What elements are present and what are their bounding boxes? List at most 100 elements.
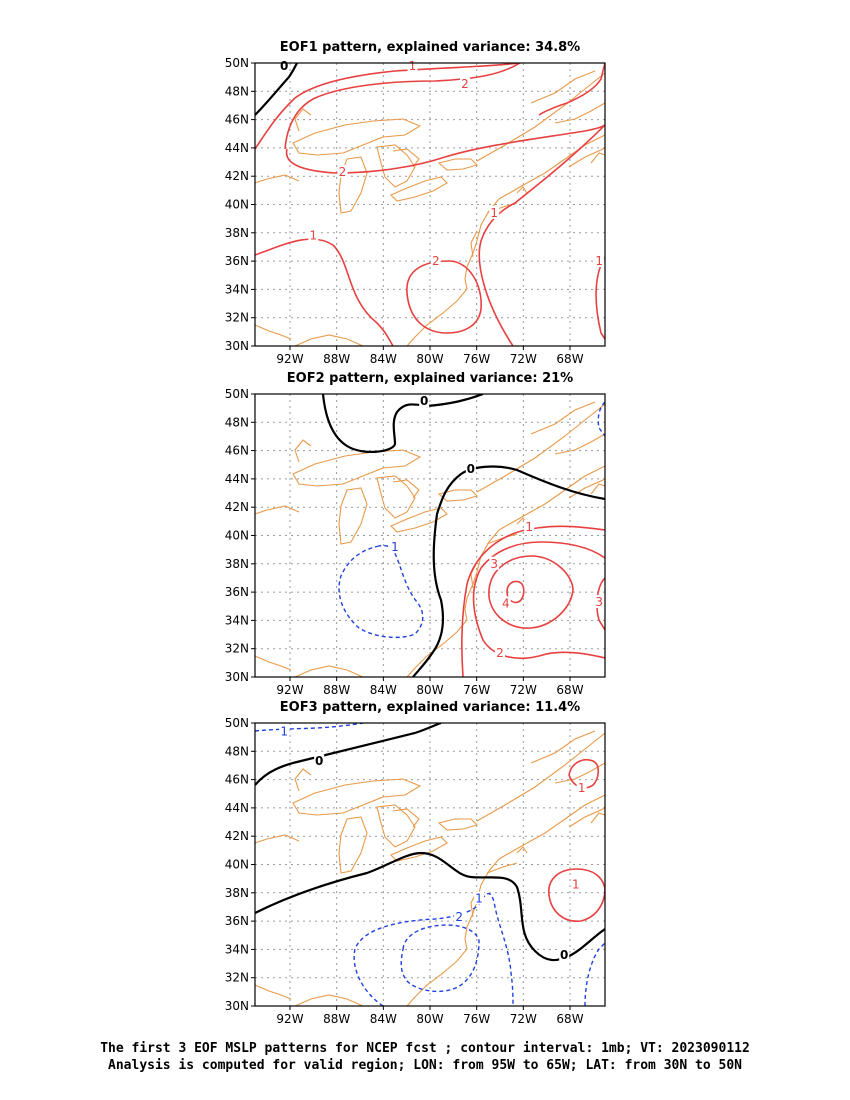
contour-label: 2	[455, 910, 463, 924]
contour-pos-2	[406, 260, 482, 334]
contour-pos-2	[284, 63, 521, 150]
lon-tick-label: 72W	[510, 352, 537, 366]
contour-pos-4	[506, 580, 525, 604]
lon-tick-label: 84W	[370, 352, 397, 366]
lon-tick-label: 76W	[463, 1012, 490, 1026]
contour-labels: 0 1 2 2 1 1 2 1	[279, 58, 605, 268]
contour-pos-2	[472, 541, 605, 660]
lat-tick-label: 34N	[225, 282, 249, 296]
lat-tick-label: 32N	[225, 642, 249, 656]
contour-label-bg	[570, 877, 581, 891]
contour-zero	[255, 723, 442, 786]
lon-tick-label: 68W	[556, 683, 583, 697]
lat-tick-label: 46N	[225, 773, 249, 787]
panel-title: EOF2 pattern, explained variance: 21%	[287, 371, 573, 386]
contour-label: 0	[560, 948, 568, 962]
contour-pos-2	[285, 124, 605, 174]
lat-tick-label: 34N	[225, 613, 249, 627]
lon-tick-label: 72W	[510, 683, 537, 697]
caption-line-1: The first 3 EOF MSLP patterns for NCEP f…	[100, 1041, 750, 1056]
contour-label-bg	[594, 254, 605, 268]
contour-label: 2	[461, 77, 469, 91]
lon-tick-label: 72W	[510, 1012, 537, 1026]
contour-label-bg	[308, 228, 319, 242]
contour-label-bg	[495, 645, 505, 659]
contour-label: 0	[467, 462, 475, 476]
caption-line-2: Analysis is computed for valid region; L…	[108, 1058, 742, 1073]
lon-tick-label: 76W	[463, 352, 490, 366]
lat-tick-label: 42N	[225, 169, 249, 183]
contour-label-bg	[489, 205, 500, 219]
lat-tick-label: 40N	[225, 858, 249, 872]
contour-label: 1	[572, 877, 580, 891]
contour-label: 3	[490, 557, 498, 571]
contour-label: 1	[391, 540, 399, 554]
contour-pos-1	[461, 525, 605, 677]
contour-label-bg	[407, 58, 418, 72]
contour-label-bg	[489, 556, 500, 570]
lat-tick-label: 34N	[225, 942, 249, 956]
contour-pos-2	[538, 63, 605, 116]
contour-label-bg	[454, 909, 465, 923]
contour-zero	[255, 63, 298, 116]
lat-tick-label: 38N	[225, 886, 249, 900]
lon-tick-label: 88W	[323, 683, 350, 697]
contour-labels: 0 0 1 3 4 3 2 1	[390, 394, 605, 660]
contour-label-bg	[460, 77, 470, 91]
contour-lines	[321, 394, 605, 677]
lat-tick-label: 42N	[225, 829, 249, 843]
contour-pos-3	[488, 555, 574, 629]
lon-tick-label: 84W	[370, 683, 397, 697]
lat-tick-label: 40N	[225, 198, 249, 212]
contour-label: 2	[339, 165, 347, 179]
lat-tick-label: 44N	[225, 141, 249, 155]
gridlines	[255, 723, 605, 1006]
figure-caption: The first 3 EOF MSLP patterns for NCEP f…	[0, 1040, 850, 1074]
contour-zero	[412, 465, 605, 677]
lat-tick-label: 36N	[225, 585, 249, 599]
lat-tick-label: 40N	[225, 529, 249, 543]
contour-neg-1	[584, 942, 605, 1006]
contour-label-bg	[474, 891, 484, 905]
contour-label-bg	[337, 164, 348, 178]
lat-tick-label: 44N	[225, 472, 249, 486]
contour-label: 4	[502, 596, 510, 610]
panel-eof1: EOF1 pattern, explained variance: 34.8% …	[225, 40, 606, 366]
contour-label-bg	[524, 520, 535, 534]
lat-tick-label: 48N	[225, 84, 249, 98]
panel-eof3: EOF3 pattern, explained variance: 11.4% …	[225, 700, 606, 1026]
lon-tick-label: 80W	[416, 683, 443, 697]
lon-tick-label: 80W	[416, 352, 443, 366]
lat-tick-label: 32N	[225, 971, 249, 985]
lat-tick-label: 46N	[225, 113, 249, 127]
lon-tick-label: 92W	[276, 683, 303, 697]
contour-label: 2	[432, 254, 440, 268]
lon-tick-label: 68W	[556, 1012, 583, 1026]
lat-tick-label: 32N	[225, 311, 249, 325]
lon-tick-label: 92W	[276, 1012, 303, 1026]
gridlines	[255, 394, 605, 677]
lat-tick-label: 38N	[225, 557, 249, 571]
lat-tick-label: 50N	[225, 716, 249, 730]
lon-tick-label: 80W	[416, 1012, 443, 1026]
contour-label: 1	[595, 254, 603, 268]
lon-tick-label: 84W	[370, 1012, 397, 1026]
lat-tick-label: 36N	[225, 254, 249, 268]
panel-title: EOF1 pattern, explained variance: 34.8%	[280, 40, 580, 55]
eof-figure: EOF1 pattern, explained variance: 34.8% …	[225, 40, 606, 1026]
lat-tick-label: 30N	[225, 670, 249, 684]
contour-label-bg	[576, 781, 587, 795]
contour-label-bg	[500, 596, 511, 610]
contour-zero	[321, 394, 484, 453]
lat-tick-label: 44N	[225, 801, 249, 815]
contour-label-bg	[559, 948, 570, 962]
contour-neg-1	[353, 892, 514, 1006]
contour-pos-1	[255, 238, 394, 346]
contour-neg-1	[255, 723, 364, 732]
contour-label-bg	[279, 724, 290, 738]
lon-tick-label: 68W	[556, 352, 583, 366]
contour-label: 1	[525, 520, 533, 534]
lat-tick-label: 36N	[225, 914, 249, 928]
lon-tick-label: 92W	[276, 352, 303, 366]
panel-eof2: EOF2 pattern, explained variance: 21% 00…	[225, 371, 606, 697]
